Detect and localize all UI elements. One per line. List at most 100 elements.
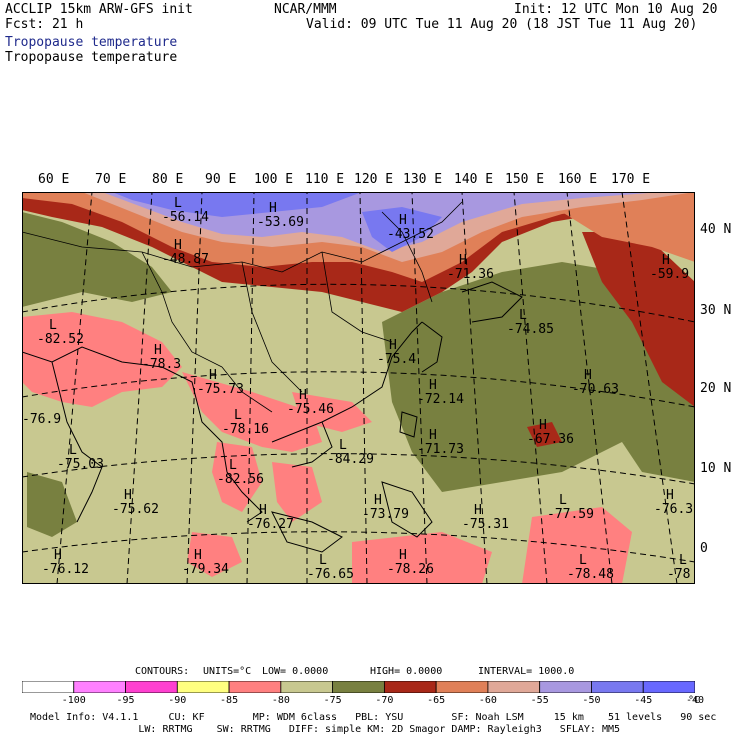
- legend-label: -75: [323, 695, 342, 706]
- marker-value: -75.31: [462, 517, 509, 532]
- marker-type: H: [539, 418, 547, 433]
- legend-unit: °C: [688, 695, 701, 706]
- marker-value: -84.29: [327, 452, 374, 467]
- lon-label: 160 E: [558, 172, 598, 187]
- marker-type: H: [269, 201, 277, 216]
- legend-swatch: [280, 681, 334, 693]
- marker-type: H: [666, 488, 674, 503]
- marker-value: -71.73: [417, 442, 464, 457]
- shade-pink-scs: [272, 462, 322, 522]
- legend-swatch: [228, 681, 282, 693]
- center-label: NCAR/MMM: [274, 2, 337, 17]
- lat-lon-grid: [22, 192, 695, 584]
- marker-type: H: [584, 368, 592, 383]
- color-legend-bar: [22, 681, 695, 693]
- marker-type: H: [54, 548, 62, 563]
- marker-value: -75.46: [287, 402, 334, 417]
- field-title-shaded: Tropopause temperature: [5, 35, 178, 50]
- lat-label: 20 N: [700, 381, 732, 396]
- marker-value: -59.9: [650, 267, 689, 282]
- marker-type: H: [389, 338, 397, 353]
- marker-value: -76.9: [22, 412, 61, 427]
- marker-type: H: [459, 253, 467, 268]
- marker-value: -78.48: [567, 567, 614, 582]
- marker-value: -75.4: [377, 352, 416, 367]
- marker-type: L: [234, 408, 242, 423]
- marker-type: H: [259, 503, 267, 518]
- legend-swatch: [487, 681, 541, 693]
- marker-type: H: [399, 213, 407, 228]
- lon-label: 90 E: [205, 172, 237, 187]
- shade-dark-red-spot: [527, 422, 562, 447]
- marker-value: -53.69: [257, 215, 304, 230]
- lon-label: 130 E: [403, 172, 443, 187]
- init-time: Init: 12 UTC Mon 10 Aug 20: [514, 2, 718, 17]
- marker-type: H: [662, 253, 670, 268]
- contours-interval: INTERVAL= 1000.0: [478, 666, 575, 677]
- lon-label: 80 E: [152, 172, 184, 187]
- marker-type: L: [679, 553, 687, 568]
- legend-swatch: [642, 681, 695, 693]
- valid-time: Valid: 09 UTC Tue 11 Aug 20 (18 JST Tue …: [306, 17, 698, 32]
- shade-dark-red-east: [582, 232, 695, 407]
- marker-value: -71.36: [447, 267, 494, 282]
- legend-label: -90: [168, 695, 187, 706]
- marker-type: L: [49, 318, 57, 333]
- marker-value: -75.03: [57, 457, 104, 472]
- shade-dark-olive-africa: [27, 472, 77, 537]
- marker-type: L: [559, 493, 567, 508]
- marker-type: L: [69, 443, 77, 458]
- lon-label: 170 E: [611, 172, 651, 187]
- legend-label: -50: [582, 695, 601, 706]
- legend-swatch: [435, 681, 489, 693]
- shade-pink-south: [352, 532, 492, 584]
- legend-label: -70: [375, 695, 394, 706]
- shade-pink-central: [292, 392, 372, 432]
- lat-label: 30 N: [700, 303, 732, 318]
- marker-value: -76.3: [654, 502, 693, 517]
- marker-type: L: [174, 196, 182, 211]
- marker-type: H: [154, 343, 162, 358]
- tropopause-temperature-map: L-56.14H-53.69 H-43.52H-48.87 H-71.36H-59.…: [22, 192, 695, 584]
- lon-label: 70 E: [95, 172, 127, 187]
- extrema-markers: L-56.14H-53.69 H-43.52H-48.87 H-71.36H-59.…: [22, 196, 693, 582]
- legend-label: -55: [530, 695, 549, 706]
- marker-value: -72.14: [417, 392, 464, 407]
- marker-value: -78.26: [387, 562, 434, 577]
- marker-value: -67.36: [527, 432, 574, 447]
- marker-type: L: [339, 438, 347, 453]
- shade-pink-india: [22, 312, 182, 407]
- shade-salmon-east: [562, 197, 695, 262]
- contours-units: UNITS=°C: [203, 666, 252, 677]
- marker-type: L: [229, 458, 237, 473]
- coastlines: [22, 281, 523, 553]
- marker-value: -76.12: [42, 562, 89, 577]
- lat-label: 10 N: [700, 461, 732, 476]
- model-info-line2: LW: RRTMG SW: RRTMG DIFF: simple KM: 2D …: [30, 724, 621, 735]
- legend-swatch: [591, 681, 644, 693]
- lat-label: 0: [700, 541, 708, 556]
- legend-swatch: [73, 681, 126, 693]
- marker-value: -78: [667, 567, 690, 582]
- marker-type: H: [174, 238, 182, 253]
- marker-value: -48.87: [162, 252, 209, 267]
- marker-value: -79.34: [182, 562, 229, 577]
- shade-pink-bay: [182, 372, 322, 452]
- lon-label: 110 E: [305, 172, 345, 187]
- marker-value: -74.85: [507, 322, 554, 337]
- shade-dark-olive-east: [622, 432, 695, 482]
- legend-swatch: [22, 681, 75, 693]
- marker-type: H: [299, 388, 307, 403]
- shade-pink-ind-ocean: [187, 532, 242, 577]
- contours-high: HIGH= 0.0000: [370, 666, 443, 677]
- marker-value: -78.16: [222, 422, 269, 437]
- shade-blue: [112, 192, 362, 217]
- legend-swatch: [125, 681, 178, 693]
- forecast-hour: Fcst: 21 h: [5, 17, 84, 32]
- shade-dark-olive-pacific: [382, 262, 695, 492]
- model-info-line1: Model Info: V4.1.1 CU: KF MP: WDM 6class…: [30, 712, 717, 723]
- legend-label: -40: [685, 695, 705, 706]
- contours-low: LOW= 0.0000: [262, 666, 329, 677]
- marker-value: -76.65: [307, 567, 354, 582]
- legend-swatch: [332, 681, 385, 693]
